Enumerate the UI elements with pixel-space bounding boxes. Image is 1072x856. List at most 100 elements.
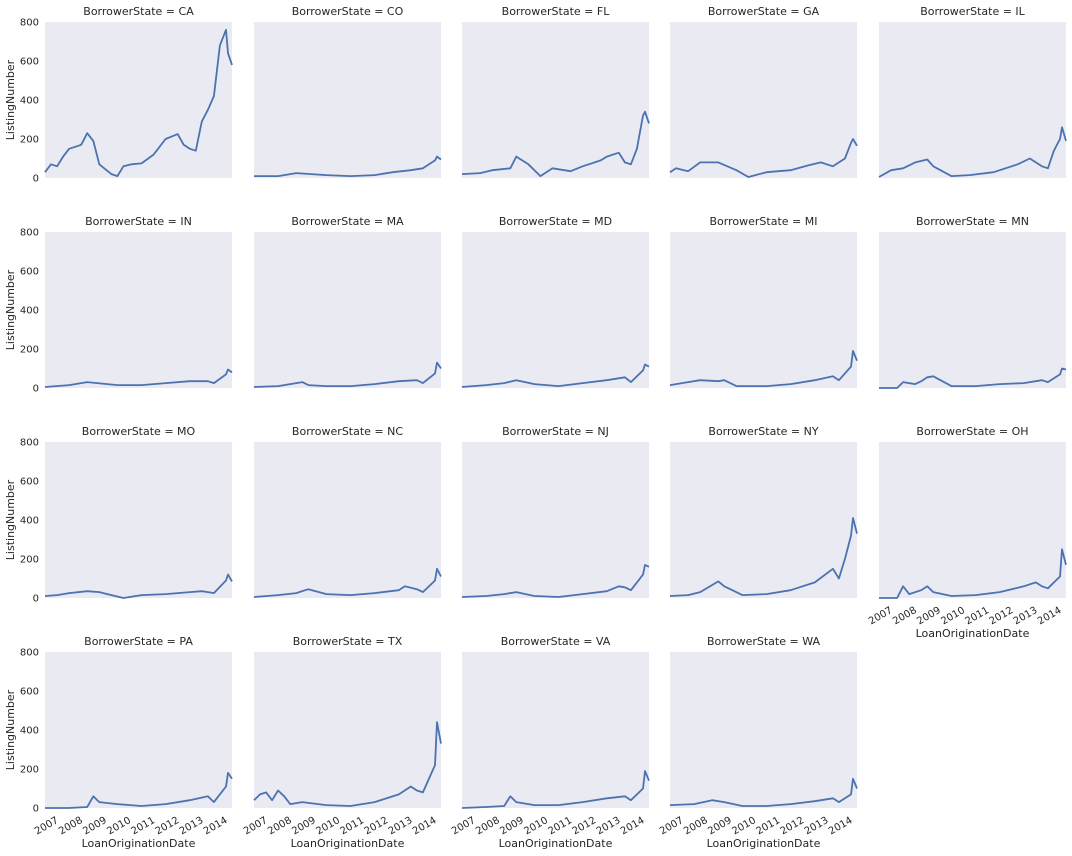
facet-title-ga: BorrowerState = GA (708, 5, 820, 18)
y-tick-label: 800 (20, 18, 39, 29)
facet-panel-ca (45, 22, 232, 178)
series-line-va (461, 770, 650, 809)
x-tick-label: 2012 (988, 605, 1016, 627)
x-tick-label: 2011 (964, 605, 992, 627)
x-tick-label: 2014 (619, 815, 647, 837)
x-tick-label: 2011 (130, 815, 158, 837)
series-line-oh (879, 548, 1067, 599)
y-tick-label: 0 (33, 804, 39, 815)
series-line-co (254, 155, 442, 177)
facet-panel-va (462, 652, 649, 808)
x-tick-label: 2012 (571, 815, 599, 837)
x-tick-label: 2007 (867, 605, 895, 627)
x-tick-label: 2009 (706, 815, 734, 837)
series-line-fl (461, 110, 650, 177)
series-line-mn (879, 367, 1067, 389)
x-tick-label: 2012 (154, 815, 182, 837)
x-tick-label: 2013 (178, 815, 206, 837)
x-tick-label: 2009 (915, 605, 943, 627)
facet-panel-mo (45, 442, 232, 598)
series-line-ga (669, 138, 858, 178)
facet-panel-pa (45, 652, 232, 808)
y-tick-label: 400 (20, 96, 39, 107)
series-line-pa (45, 772, 233, 809)
series-line-ca (44, 28, 233, 177)
facet-panel-nc (254, 442, 441, 598)
facet-panel-mi (670, 232, 857, 388)
facet-title-mi: BorrowerState = MI (710, 215, 818, 228)
series-line-nj (461, 564, 650, 598)
facet-title-co: BorrowerState = CO (292, 5, 404, 18)
facet-panel-in (45, 232, 232, 388)
facet-title-il: BorrowerState = IL (920, 5, 1025, 18)
facet-panel-wa (670, 652, 857, 808)
x-tick-label: 2013 (1012, 605, 1040, 627)
x-axis-label: LoanOriginationDate (916, 627, 1030, 640)
series-line-mo (44, 573, 233, 599)
y-tick-label: 600 (20, 477, 39, 488)
facet-panel-ny (670, 442, 857, 598)
facet-title-va: BorrowerState = VA (501, 635, 611, 648)
x-tick-label: 2014 (202, 815, 230, 837)
series-line-ny (669, 517, 858, 597)
facet-panel-nj (462, 442, 649, 598)
x-tick-label: 2012 (363, 815, 391, 837)
y-tick-label: 0 (33, 594, 39, 605)
y-tick-label: 600 (20, 687, 39, 698)
y-tick-label: 200 (20, 765, 39, 776)
x-tick-label: 2007 (242, 815, 270, 837)
facet-title-tx: BorrowerState = TX (293, 635, 403, 648)
facet-title-nj: BorrowerState = NJ (502, 425, 609, 438)
x-tick-label: 2009 (498, 815, 526, 837)
y-tick-label: 200 (20, 555, 39, 566)
x-tick-label: 2011 (547, 815, 575, 837)
facet-title-nc: BorrowerState = NC (292, 425, 403, 438)
x-tick-label: 2008 (474, 815, 502, 837)
facet-panel-co (254, 22, 441, 178)
y-tick-label: 0 (33, 384, 39, 395)
y-tick-label: 600 (20, 267, 39, 278)
series-line-ma (253, 361, 442, 388)
x-tick-label: 2013 (387, 815, 415, 837)
x-tick-label: 2013 (803, 815, 831, 837)
x-axis-label: LoanOriginationDate (707, 837, 821, 850)
x-tick-label: 2014 (827, 815, 855, 837)
y-tick-label: 800 (20, 228, 39, 239)
x-tick-label: 2010 (105, 815, 133, 837)
facet-title-wa: BorrowerState = WA (707, 635, 821, 648)
y-tick-label: 0 (33, 174, 39, 185)
facet-title-ca: BorrowerState = CA (83, 5, 194, 18)
y-axis-label: ListingNumber (4, 479, 17, 560)
x-tick-label: 2014 (411, 815, 439, 837)
series-line-wa (669, 777, 858, 807)
x-tick-label: 2012 (779, 815, 807, 837)
x-tick-label: 2008 (266, 815, 294, 837)
x-tick-label: 2007 (658, 815, 686, 837)
facet-title-md: BorrowerState = MD (499, 215, 612, 228)
x-tick-label: 2010 (730, 815, 758, 837)
x-tick-label: 2010 (522, 815, 550, 837)
x-axis-label: LoanOriginationDate (291, 837, 405, 850)
x-tick-label: 2011 (339, 815, 367, 837)
x-tick-label: 2007 (33, 815, 61, 837)
x-tick-label: 2008 (682, 815, 710, 837)
series-line-il (878, 126, 1067, 178)
series-line-mi (669, 350, 858, 387)
x-axis-label: LoanOriginationDate (82, 837, 196, 850)
facet-title-mo: BorrowerState = MO (82, 425, 196, 438)
y-tick-label: 800 (20, 648, 39, 659)
y-tick-label: 400 (20, 306, 39, 317)
facet-panel-tx (254, 652, 441, 808)
y-tick-label: 400 (20, 726, 39, 737)
y-axis-label: ListingNumber (4, 689, 17, 770)
series-line-tx (253, 721, 442, 807)
series-line-nc (253, 567, 442, 598)
x-tick-label: 2013 (595, 815, 623, 837)
y-tick-label: 200 (20, 345, 39, 356)
y-tick-label: 600 (20, 57, 39, 68)
facet-title-ma: BorrowerState = MA (291, 215, 404, 228)
series-line-md (461, 363, 650, 388)
y-axis-label: ListingNumber (4, 59, 17, 140)
y-axis-label: ListingNumber (4, 269, 17, 350)
